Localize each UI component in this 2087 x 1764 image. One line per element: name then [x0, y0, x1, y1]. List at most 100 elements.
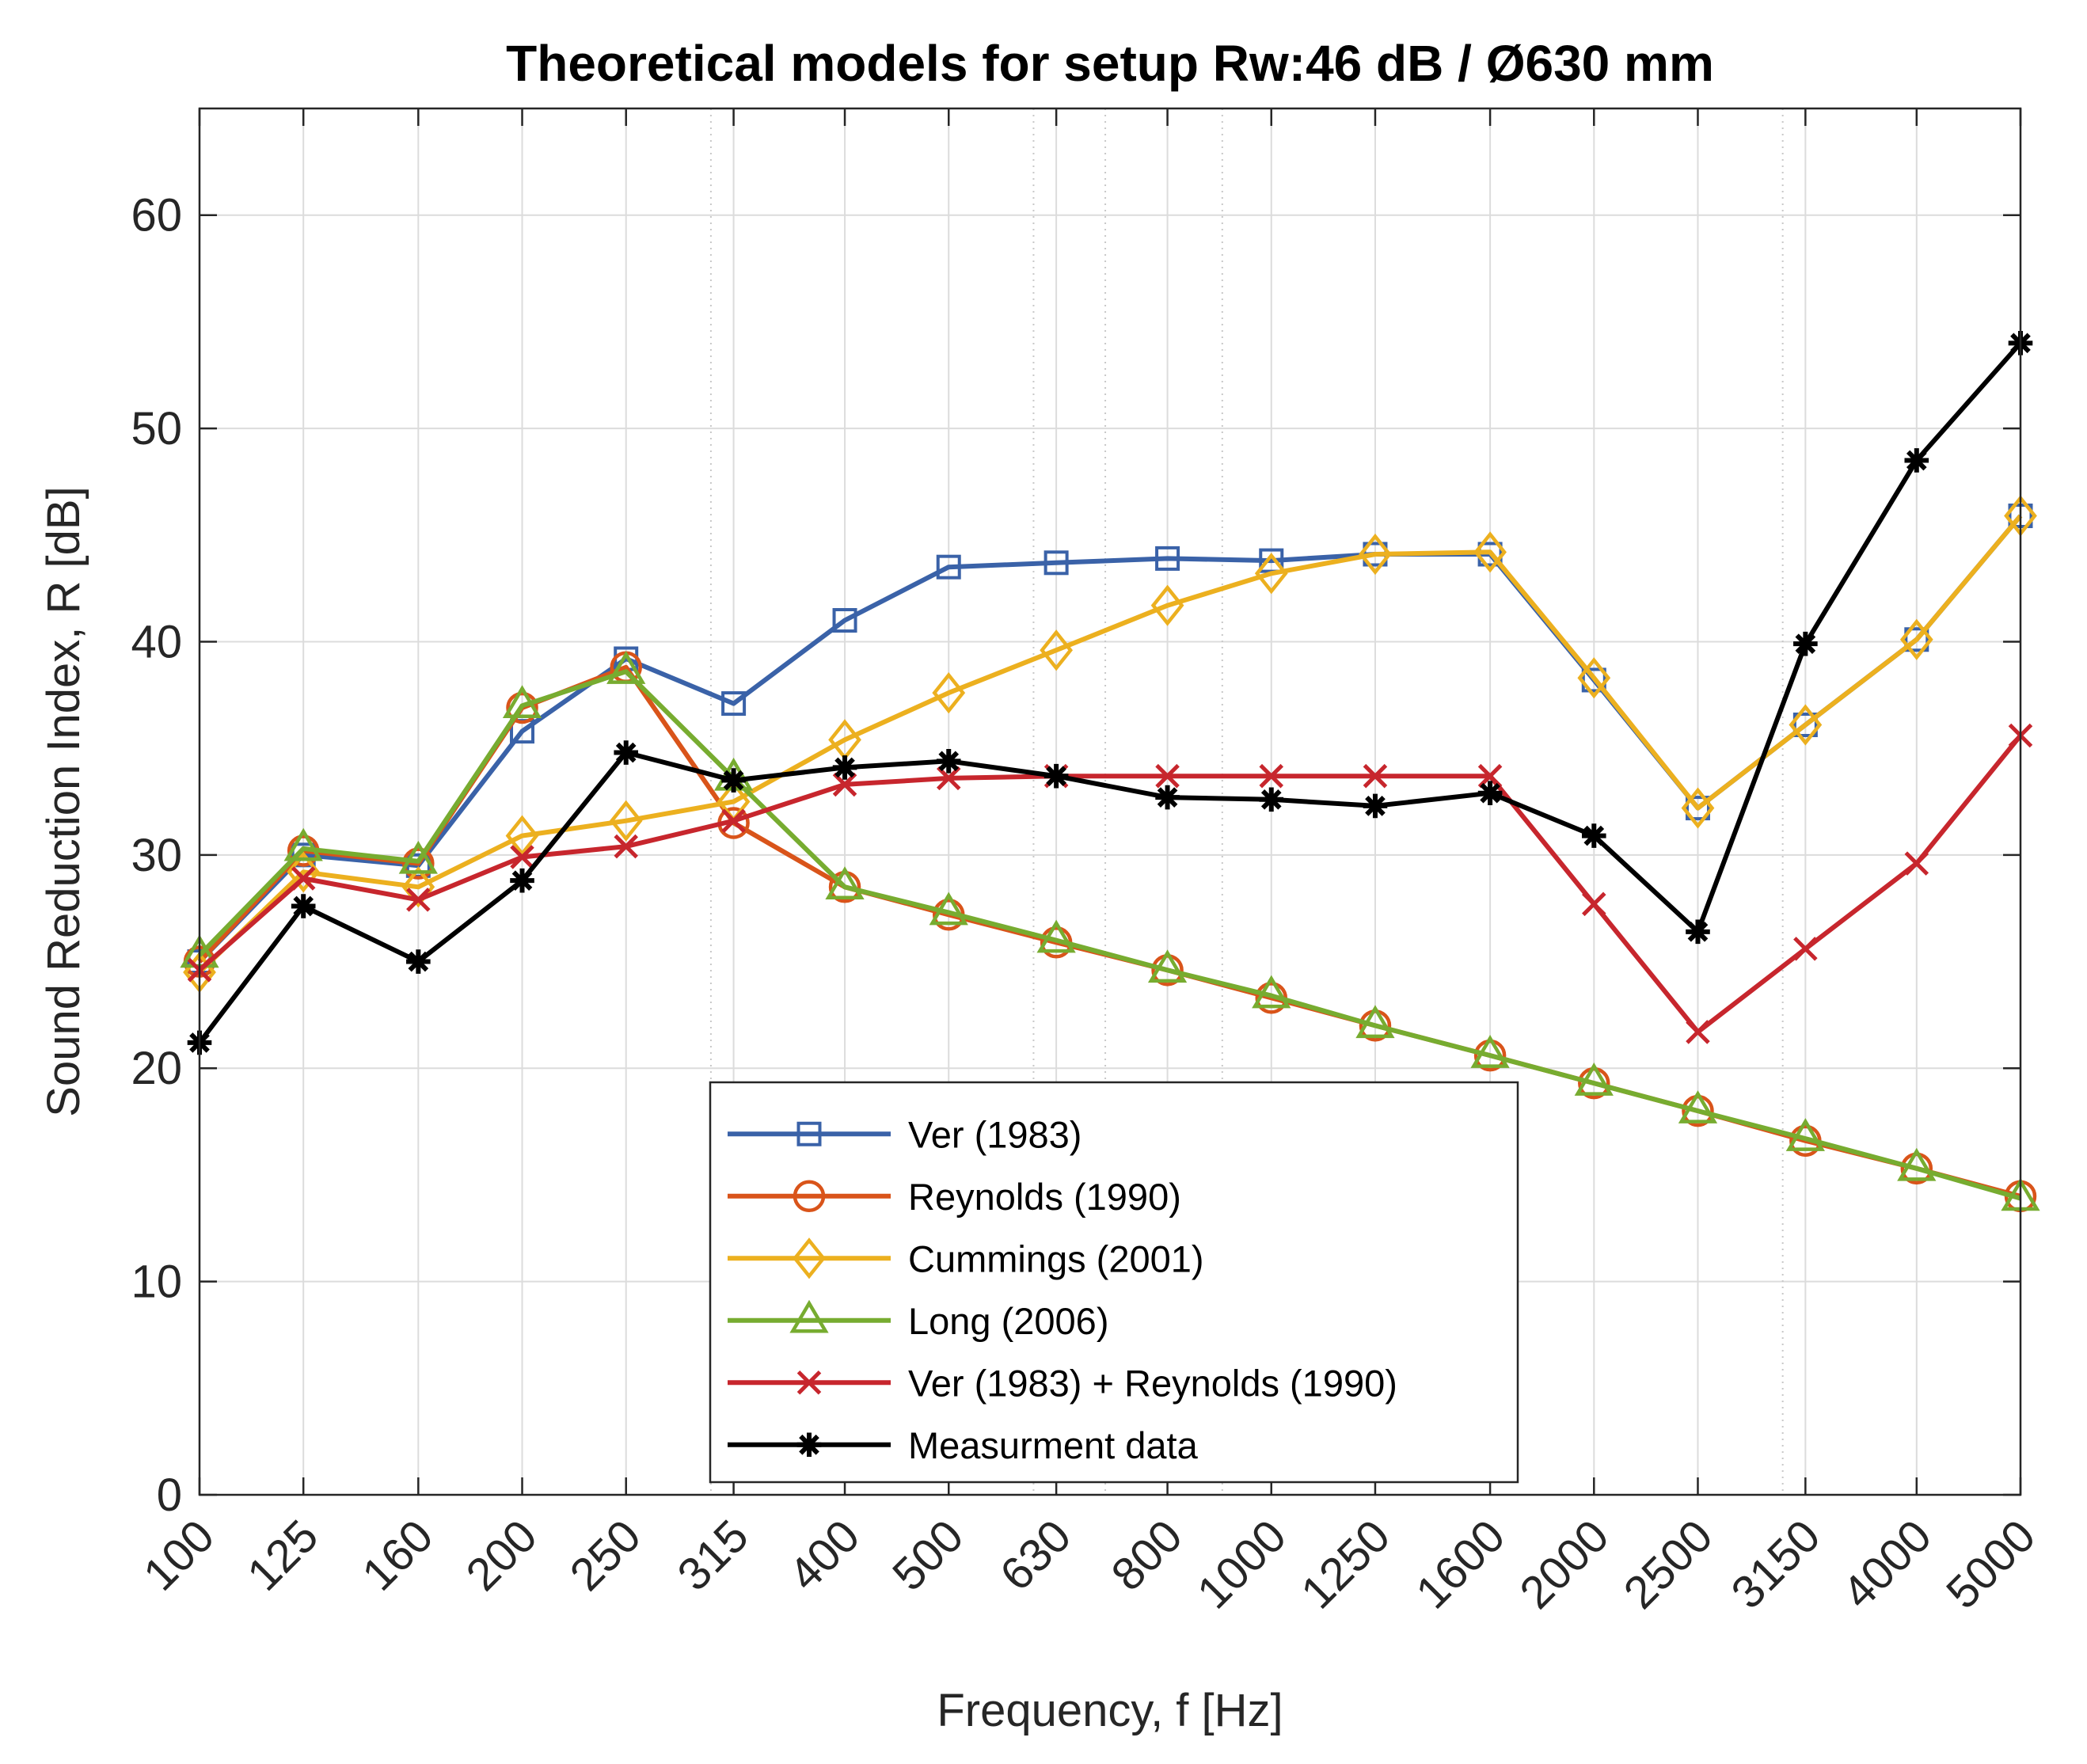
- data-point-marker: [1470, 1035, 1510, 1068]
- data-point-marker: [1581, 823, 1606, 848]
- y-tick-label: 30: [131, 830, 182, 881]
- series-line: [197, 341, 2023, 1044]
- legend-entry: Reynolds (1990): [728, 1176, 1181, 1218]
- data-point-marker: [1904, 448, 1929, 473]
- legend-box: [709, 1081, 1519, 1484]
- data-point-marker: [614, 740, 639, 765]
- x-axis-label: Frequency, f [Hz]: [937, 1685, 1283, 1736]
- data-point-marker: [936, 554, 961, 580]
- data-point-marker: [398, 840, 438, 874]
- data-point-marker: [1359, 533, 1392, 576]
- legend-label: Reynolds (1990): [908, 1176, 1181, 1218]
- series-line: [198, 734, 2023, 1035]
- data-point-marker: [1793, 631, 1818, 656]
- y-tick-label: 0: [157, 1469, 182, 1521]
- data-point-marker: [506, 691, 538, 724]
- chart-title: Theoretical models for setup Rw:46 dB / …: [506, 35, 1714, 92]
- series-line: [197, 669, 2021, 1201]
- legend-entry: Cummings (2001): [728, 1237, 1204, 1279]
- legend-label: Ver (1983): [908, 1113, 1082, 1155]
- data-point-marker: [1574, 1063, 1614, 1096]
- data-point-marker: [1785, 1118, 1825, 1151]
- data-point-marker: [510, 868, 534, 893]
- data-point-marker: [502, 685, 542, 719]
- data-point-marker: [1252, 975, 1291, 1009]
- data-point-marker: [929, 892, 968, 926]
- data-point-marker: [1686, 1020, 1710, 1044]
- legend-label: Ver (1983) + Reynolds (1990): [908, 1362, 1397, 1404]
- data-point-marker: [401, 866, 435, 908]
- data-point-marker: [1155, 785, 1180, 810]
- data-point-marker: [291, 866, 316, 891]
- data-point-marker: [1582, 892, 1606, 917]
- data-point-marker: [1044, 763, 1069, 789]
- data-point-marker: [1259, 787, 1284, 812]
- series-measurment-data: [187, 331, 2033, 1055]
- data-point-marker: [1789, 704, 1823, 746]
- data-point-marker: [606, 651, 646, 684]
- data-point-marker: [936, 766, 961, 791]
- y-tick-label: 40: [131, 616, 182, 667]
- data-point-marker: [406, 888, 431, 912]
- series-group: [180, 331, 2040, 1213]
- data-point-marker: [1477, 781, 1503, 806]
- legend-entry: Measurment data: [728, 1424, 1199, 1466]
- data-point-marker: [287, 851, 321, 893]
- legend-label: Measurment data: [908, 1424, 1199, 1466]
- data-point-marker: [1685, 796, 1710, 821]
- data-point-marker: [1681, 787, 1715, 829]
- data-point-marker: [1577, 657, 1611, 699]
- data-point-marker: [1793, 937, 1818, 961]
- data-point-marker: [932, 672, 966, 714]
- data-point-marker: [796, 1370, 822, 1395]
- plot-frame: [198, 107, 2022, 1496]
- series-line: [197, 514, 2023, 975]
- data-point-marker: [614, 834, 638, 859]
- data-point-marker: [825, 866, 865, 900]
- data-point-marker: [406, 949, 431, 974]
- data-point-marker: [721, 691, 747, 717]
- data-point-marker: [1363, 793, 1388, 819]
- data-point-marker: [1040, 629, 1073, 671]
- data-point-marker: [793, 1180, 826, 1212]
- data-point-marker: [1363, 763, 1388, 789]
- data-point-marker: [721, 768, 746, 793]
- legend-entry: Ver (1983) + Reynolds (1990): [728, 1362, 1397, 1404]
- y-tick-label: 10: [131, 1256, 182, 1308]
- data-point-marker: [832, 608, 857, 633]
- data-point-marker: [1044, 550, 1069, 576]
- legend-label: Cummings (2001): [908, 1237, 1204, 1279]
- legend: Ver (1983) Reynolds (1990) Cummings (2001)…: [709, 1081, 1519, 1484]
- data-point-marker: [1899, 618, 1933, 660]
- data-point-marker: [1150, 584, 1184, 626]
- data-point-marker: [721, 808, 746, 834]
- series-long-2006: [180, 651, 2040, 1211]
- data-point-marker: [402, 847, 435, 880]
- data-point-marker: [1904, 851, 1929, 876]
- legend-entry: Long (2006): [728, 1299, 1108, 1342]
- data-point-marker: [1686, 919, 1710, 945]
- y-axis-label: Sound Reduction Index, R [dB]: [38, 486, 89, 1116]
- data-point-marker: [1155, 546, 1180, 571]
- data-point-marker: [1904, 627, 1929, 652]
- data-point-marker: [796, 1432, 822, 1458]
- data-point-marker: [793, 1237, 826, 1279]
- data-point-marker: [832, 755, 857, 780]
- data-point-marker: [1477, 763, 1503, 789]
- data-point-marker: [1147, 949, 1188, 983]
- data-point-marker: [283, 827, 323, 861]
- data-point-marker: [609, 800, 643, 842]
- data-point-marker: [796, 1121, 822, 1146]
- data-point-marker: [510, 845, 534, 869]
- data-point-marker: [1678, 1090, 1718, 1123]
- y-tick-label: 60: [131, 190, 182, 241]
- data-point-marker: [936, 749, 961, 774]
- data-point-marker: [1254, 553, 1288, 595]
- legend-entry: Ver (1983): [728, 1113, 1082, 1155]
- data-point-marker: [1036, 919, 1076, 953]
- data-point-marker: [1792, 713, 1818, 738]
- data-point-marker: [1473, 531, 1507, 573]
- y-tick-label: 20: [131, 1043, 182, 1094]
- data-point-marker: [1355, 1005, 1395, 1039]
- data-point-marker: [505, 815, 539, 857]
